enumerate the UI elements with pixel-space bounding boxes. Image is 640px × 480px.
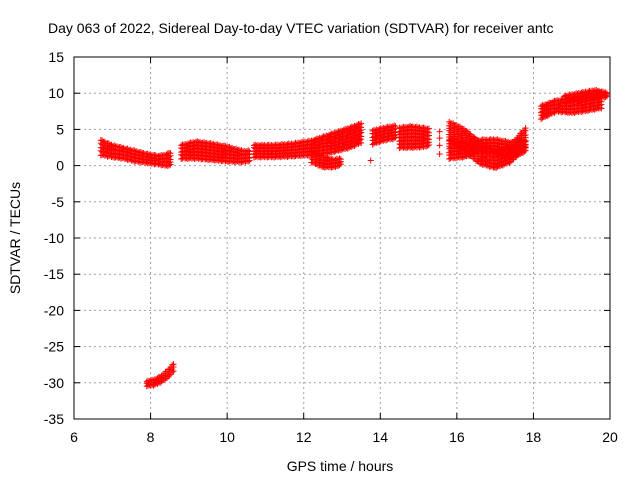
chart-title: Day 063 of 2022, Sidereal Day-to-day VTE… <box>48 20 554 36</box>
data-point <box>367 157 374 164</box>
data-point <box>436 128 443 135</box>
data-point <box>595 87 602 94</box>
data-point <box>358 120 365 127</box>
axis-ticks: 6 8 10 12 14 16 18 20 -35 -30 -25 -20 -15 -10 -5 0 5 10 15 <box>44 49 618 445</box>
data-point <box>113 143 120 150</box>
data-point <box>140 149 147 156</box>
y-axis-label: SDTVAR / TECUs <box>7 182 23 294</box>
data-point <box>120 144 127 151</box>
x-tick-label: 16 <box>449 429 465 445</box>
data-point <box>167 150 174 157</box>
data-point <box>436 151 443 158</box>
data-point <box>238 147 245 154</box>
data-point <box>593 87 600 94</box>
y-tick-label: 15 <box>48 49 64 65</box>
y-tick-label: 5 <box>56 121 64 137</box>
x-tick-label: 8 <box>147 429 155 445</box>
x-tick-label: 12 <box>296 429 312 445</box>
data-point <box>336 155 343 162</box>
data-point <box>494 136 501 143</box>
x-axis-label: GPS time / hours <box>287 458 394 474</box>
y-tick-label: 0 <box>56 158 64 174</box>
data-point <box>111 142 118 149</box>
data-point <box>133 148 140 155</box>
data-point <box>124 145 131 152</box>
y-tick-label: -30 <box>44 375 64 391</box>
data-point <box>599 88 606 95</box>
y-tick-label: -5 <box>52 194 65 210</box>
data-point <box>144 150 151 157</box>
data-point <box>466 130 473 137</box>
data-point <box>451 138 458 145</box>
x-tick-label: 20 <box>602 429 618 445</box>
x-tick-label: 10 <box>219 429 235 445</box>
y-tick-label: -20 <box>44 302 64 318</box>
data-point <box>321 153 328 160</box>
data-point <box>170 361 177 368</box>
data-point <box>324 154 331 161</box>
y-tick-label: -35 <box>44 411 64 427</box>
data-points <box>97 87 610 390</box>
data-point <box>105 140 112 147</box>
data-point <box>413 123 420 130</box>
data-point <box>233 145 240 152</box>
data-point <box>436 142 443 149</box>
data-point <box>391 122 398 129</box>
data-point <box>462 127 469 134</box>
data-point <box>200 139 207 146</box>
data-point <box>194 138 201 145</box>
data-point <box>207 140 214 147</box>
data-point <box>101 138 108 145</box>
y-tick-label: -25 <box>44 339 64 355</box>
data-point <box>229 144 236 151</box>
data-point <box>226 143 233 150</box>
data-point <box>356 121 363 128</box>
data-point <box>522 137 529 144</box>
data-point <box>108 141 115 148</box>
data-point <box>138 148 144 155</box>
data-point <box>245 147 252 154</box>
grid <box>74 57 610 419</box>
data-point <box>425 125 432 132</box>
x-tick-label: 18 <box>526 429 542 445</box>
data-point <box>117 143 124 150</box>
data-point <box>497 137 504 144</box>
data-point <box>456 139 463 146</box>
data-point <box>522 125 529 132</box>
y-tick-label: -15 <box>44 266 64 282</box>
data-point <box>99 137 106 144</box>
data-point <box>131 147 138 154</box>
data-point <box>448 137 455 144</box>
y-tick-label: -10 <box>44 230 64 246</box>
data-point <box>436 135 443 142</box>
x-tick-label: 14 <box>372 429 388 445</box>
data-point <box>458 125 465 132</box>
data-point <box>602 89 609 96</box>
data-point <box>603 90 610 97</box>
data-point <box>392 123 399 130</box>
data-point <box>214 141 221 148</box>
data-point <box>337 156 344 163</box>
data-point <box>468 133 475 140</box>
data-point <box>521 138 528 145</box>
data-point <box>127 146 134 153</box>
data-point <box>502 137 509 144</box>
data-point <box>463 128 470 135</box>
data-point <box>222 143 229 150</box>
y-tick-label: 10 <box>48 85 64 101</box>
x-tick-label: 6 <box>70 429 78 445</box>
